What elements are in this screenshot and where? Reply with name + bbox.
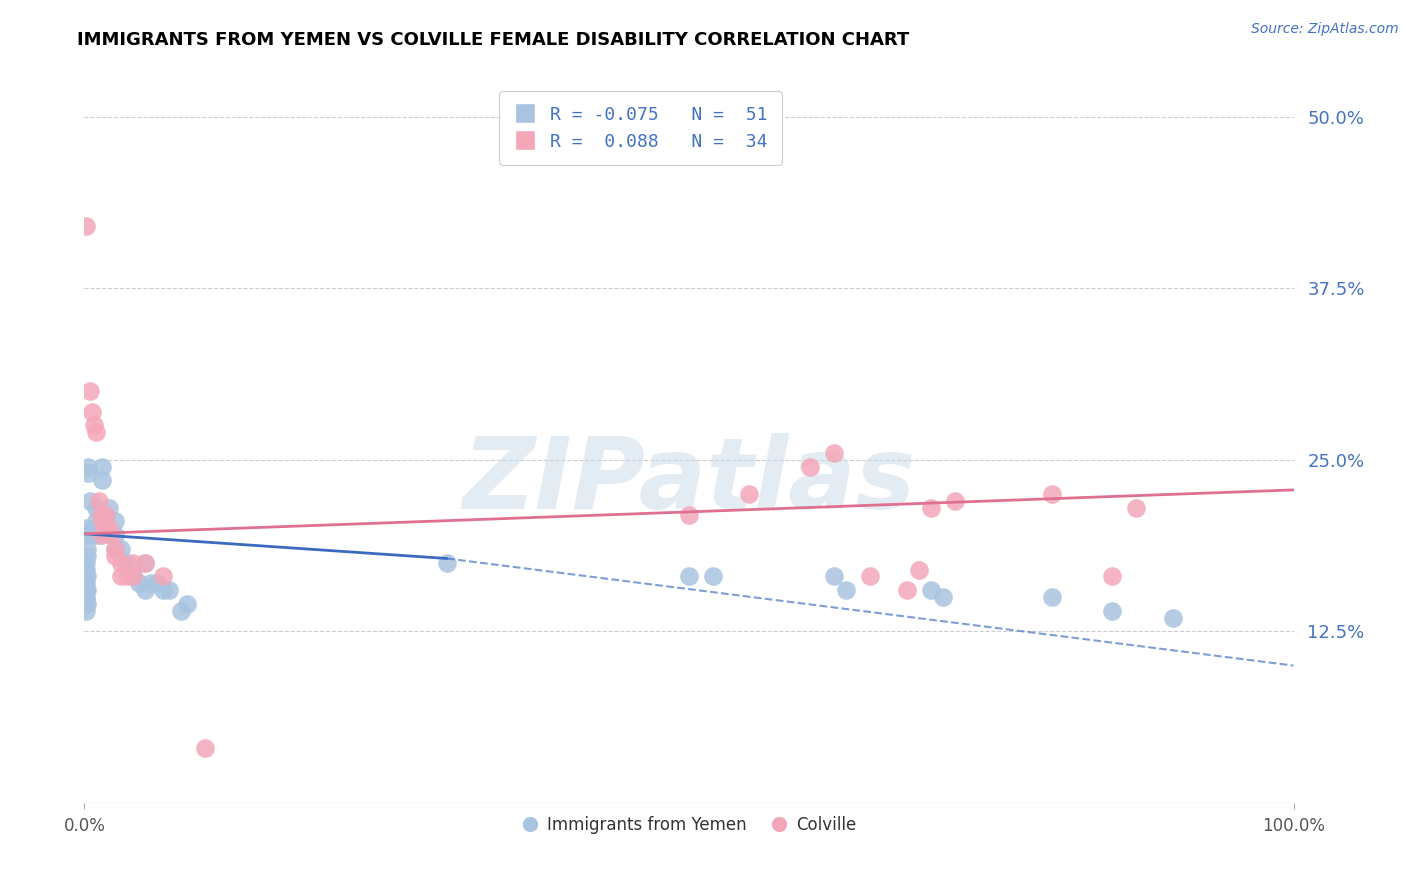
Point — [104, 541, 127, 556]
Point — [104, 549, 127, 563]
Point — [77, 467, 100, 481]
Point — [702, 569, 724, 583]
Point — [76, 569, 98, 583]
Point — [75, 521, 97, 535]
Point — [128, 576, 150, 591]
Point — [835, 583, 858, 598]
Point — [121, 569, 143, 583]
Point — [75, 528, 97, 542]
Point — [932, 590, 955, 604]
Point — [76, 549, 98, 563]
Point — [91, 515, 114, 529]
Point — [896, 583, 918, 598]
Point — [97, 500, 120, 515]
Point — [1101, 569, 1123, 583]
Point — [146, 576, 169, 591]
Text: Source: ZipAtlas.com: Source: ZipAtlas.com — [1251, 22, 1399, 37]
Point — [678, 569, 700, 583]
Point — [1161, 610, 1184, 624]
Point — [75, 569, 97, 583]
Point — [75, 219, 97, 234]
Point — [86, 425, 108, 440]
Point — [75, 583, 97, 598]
Point — [176, 597, 198, 611]
Point — [87, 494, 110, 508]
Point — [104, 528, 127, 542]
Point — [83, 528, 105, 542]
Point — [943, 494, 966, 508]
Point — [76, 583, 98, 598]
Point — [75, 604, 97, 618]
Point — [80, 405, 103, 419]
Point — [920, 500, 942, 515]
Point — [170, 604, 193, 618]
Point — [91, 528, 114, 542]
Point — [76, 597, 98, 611]
Point — [104, 541, 127, 556]
Point — [907, 562, 929, 576]
Point — [82, 521, 104, 535]
Point — [76, 541, 98, 556]
Point — [157, 583, 180, 598]
Point — [75, 556, 97, 570]
Text: IMMIGRANTS FROM YEMEN VS COLVILLE FEMALE DISABILITY CORRELATION CHART: IMMIGRANTS FROM YEMEN VS COLVILLE FEMALE… — [77, 31, 910, 49]
Point — [86, 500, 108, 515]
Point — [134, 556, 156, 570]
Point — [110, 556, 132, 570]
Point — [91, 459, 114, 474]
Point — [859, 569, 882, 583]
Point — [134, 583, 156, 598]
Point — [121, 569, 143, 583]
Point — [86, 515, 108, 529]
Point — [91, 473, 114, 487]
Point — [104, 515, 127, 529]
Point — [110, 541, 132, 556]
Point — [139, 576, 162, 591]
Point — [799, 459, 821, 474]
Point — [1040, 487, 1063, 501]
Point — [152, 569, 174, 583]
Text: ZIPatlas: ZIPatlas — [463, 434, 915, 530]
Point — [115, 556, 138, 570]
Point — [75, 592, 97, 607]
Point — [77, 459, 100, 474]
Point — [1040, 590, 1063, 604]
Point — [94, 508, 117, 522]
Point — [436, 556, 458, 570]
Point — [152, 583, 174, 598]
Point — [75, 562, 97, 576]
Point — [75, 576, 97, 591]
Point — [79, 384, 101, 398]
Point — [920, 583, 942, 598]
Point — [97, 521, 120, 535]
Point — [194, 740, 217, 755]
Point — [100, 528, 122, 542]
Point — [115, 569, 138, 583]
Point — [823, 446, 845, 460]
Point — [75, 590, 97, 604]
Point — [121, 556, 143, 570]
Point — [87, 528, 110, 542]
Point — [1125, 500, 1147, 515]
Point — [678, 508, 700, 522]
Point — [738, 487, 761, 501]
Legend: Immigrants from Yemen, Colville: Immigrants from Yemen, Colville — [515, 810, 863, 841]
Point — [90, 508, 112, 522]
Point — [110, 569, 132, 583]
Point — [1101, 604, 1123, 618]
Point — [79, 494, 101, 508]
Point — [134, 556, 156, 570]
Point — [83, 418, 105, 433]
Point — [823, 569, 845, 583]
